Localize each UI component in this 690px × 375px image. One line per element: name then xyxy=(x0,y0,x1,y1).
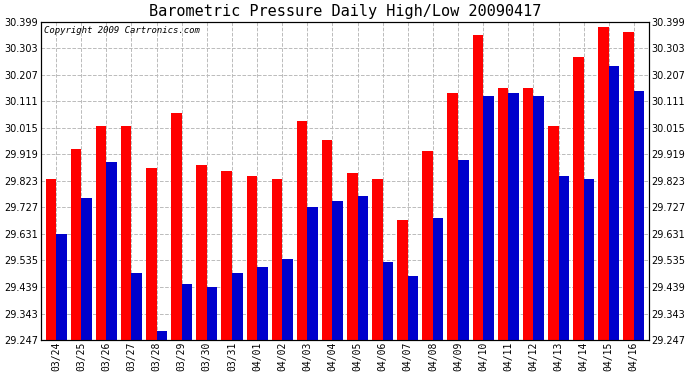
Bar xyxy=(297,121,307,340)
Bar xyxy=(422,152,433,340)
Bar xyxy=(458,160,469,340)
Bar xyxy=(121,126,132,340)
Bar xyxy=(558,176,569,340)
Bar xyxy=(157,331,167,340)
Bar xyxy=(207,287,217,340)
Bar xyxy=(509,93,519,340)
Bar xyxy=(573,57,584,340)
Bar xyxy=(181,284,193,340)
Bar xyxy=(221,171,232,340)
Bar xyxy=(257,267,268,340)
Bar xyxy=(132,273,142,340)
Bar xyxy=(246,176,257,340)
Bar xyxy=(634,90,644,340)
Bar xyxy=(357,195,368,340)
Bar xyxy=(196,165,207,340)
Bar xyxy=(322,140,333,340)
Bar xyxy=(171,112,181,340)
Bar xyxy=(397,220,408,340)
Bar xyxy=(497,88,509,340)
Bar xyxy=(81,198,92,340)
Bar xyxy=(307,207,318,340)
Bar xyxy=(347,173,357,340)
Bar xyxy=(232,273,242,340)
Bar xyxy=(46,179,56,340)
Bar xyxy=(56,234,67,340)
Bar xyxy=(408,276,418,340)
Bar xyxy=(598,27,609,340)
Bar xyxy=(623,33,634,340)
Bar xyxy=(523,88,533,340)
Bar xyxy=(333,201,343,340)
Bar xyxy=(609,66,620,340)
Bar xyxy=(372,179,383,340)
Bar xyxy=(146,168,157,340)
Text: Copyright 2009 Cartronics.com: Copyright 2009 Cartronics.com xyxy=(44,27,200,36)
Bar xyxy=(584,179,594,340)
Bar xyxy=(533,96,544,340)
Bar xyxy=(106,162,117,340)
Bar xyxy=(70,148,81,340)
Bar xyxy=(483,96,494,340)
Bar xyxy=(433,217,444,340)
Bar xyxy=(548,126,558,340)
Bar xyxy=(448,93,458,340)
Bar xyxy=(282,259,293,340)
Bar xyxy=(473,35,483,340)
Bar xyxy=(272,179,282,340)
Bar xyxy=(96,126,106,340)
Title: Barometric Pressure Daily High/Low 20090417: Barometric Pressure Daily High/Low 20090… xyxy=(149,4,541,19)
Bar xyxy=(383,262,393,340)
